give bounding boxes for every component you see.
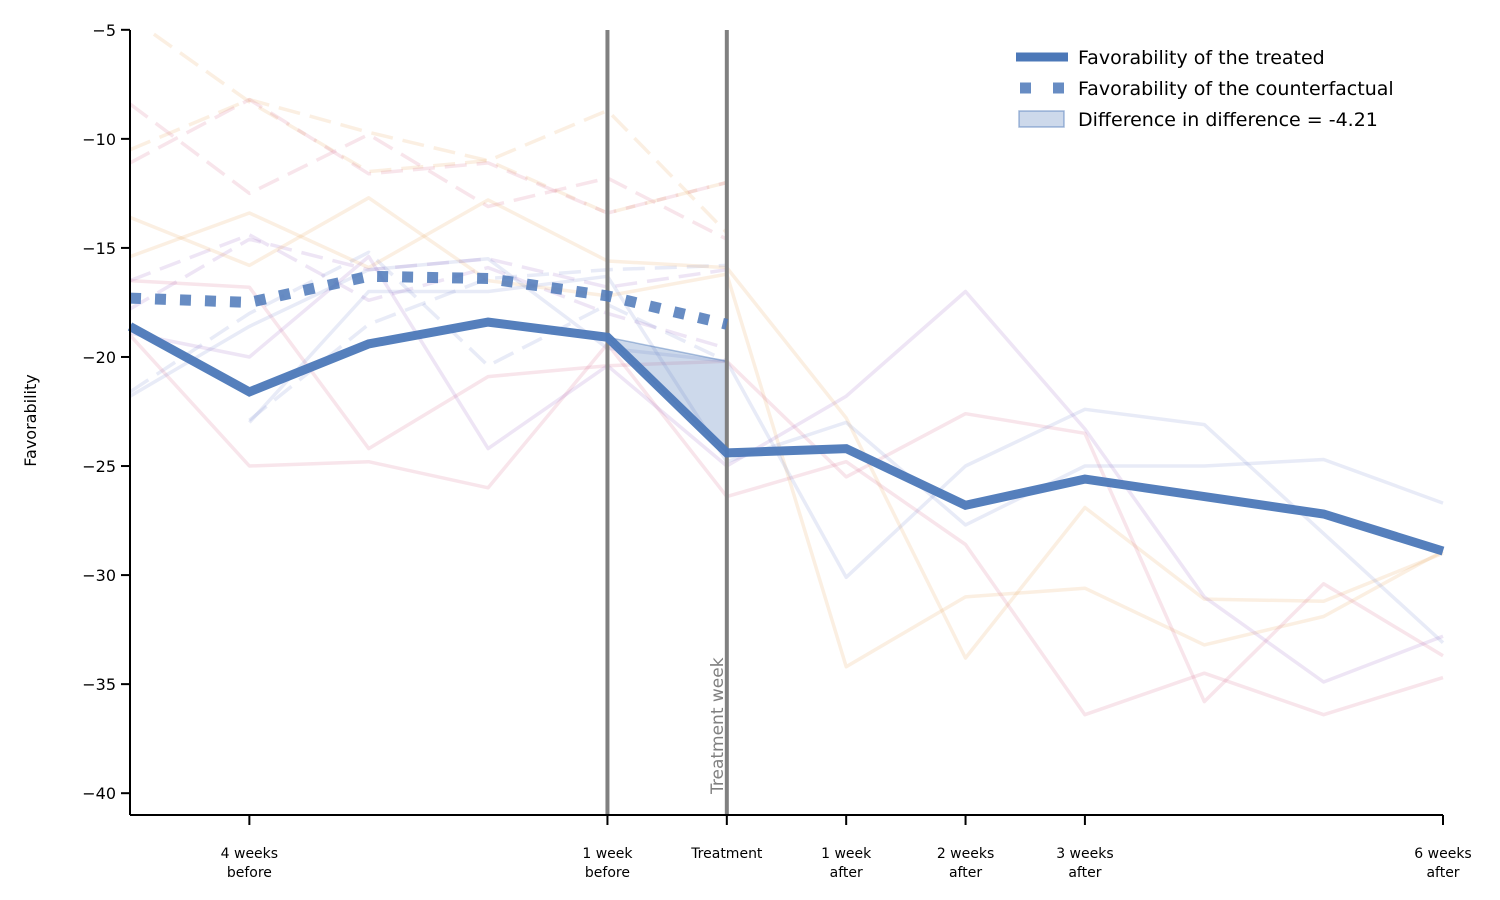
y-axis-label: Favorability [21,374,40,466]
treated-series-line [127,317,1445,556]
y-tick-label: −10 [82,130,116,149]
x-tick-label: 6 weeks [1414,846,1471,862]
main-series-layer [127,270,1445,556]
background-series-line [128,334,1444,717]
background-series-line [128,102,728,241]
legend-swatch-difference [1018,110,1065,128]
background-series-line [152,32,728,215]
x-tick-label: 2 weeks [937,846,994,862]
background-series-line [129,97,728,215]
background-series-line [129,196,1444,669]
y-tick-label: −15 [82,239,116,258]
background-series-line [129,233,728,350]
x-tick-label: after [1426,865,1459,881]
x-tick-label: before [585,865,630,881]
y-tick-label: −40 [82,784,116,803]
legend-label-difference: Difference in difference = -4.21 [1078,109,1378,131]
background-series-line [129,257,1445,644]
x-tick-label: 1 week [582,846,633,862]
counterfactual-series-line [129,270,729,330]
legend-label-counterfactual: Favorability of the counterfactual [1078,78,1394,100]
x-tick-label: 1 week [821,846,872,862]
y-tick-label: −35 [82,675,116,694]
background-series-line [129,97,729,234]
legend: Favorability of the treated Favorability … [1016,47,1394,131]
background-series-layer [128,32,1445,717]
x-tick-label: 3 weeks [1056,846,1113,862]
background-series-line [248,274,1444,527]
legend-label-treated: Favorability of the treated [1078,47,1325,69]
y-tick-label: −25 [82,457,116,476]
treatment-week-annotation: Treatment week [708,657,728,795]
y-tick-label: −20 [82,348,116,367]
treatment-lines-layer [605,30,729,815]
y-tick-label: −5 [92,21,116,40]
background-series-line [129,278,1444,704]
annotation-layer: Treatment week [708,657,728,795]
background-series-line [129,254,1444,684]
background-series-line [129,237,728,311]
x-tick-label: before [227,865,272,881]
y-tick-label: −30 [82,566,116,585]
x-tick-label: after [1068,865,1101,881]
x-tick-label: after [830,865,863,881]
x-tick-label: after [949,865,982,881]
axes-layer: −5 −10 −15 −20 −25 −30 −35 −40 4 weeks before 1 we… [21,21,1472,881]
x-tick-label: Treatment [690,846,763,862]
background-series-line [129,250,728,394]
x-tick-label: 4 weeks [221,846,278,862]
background-series-line [129,198,1444,660]
